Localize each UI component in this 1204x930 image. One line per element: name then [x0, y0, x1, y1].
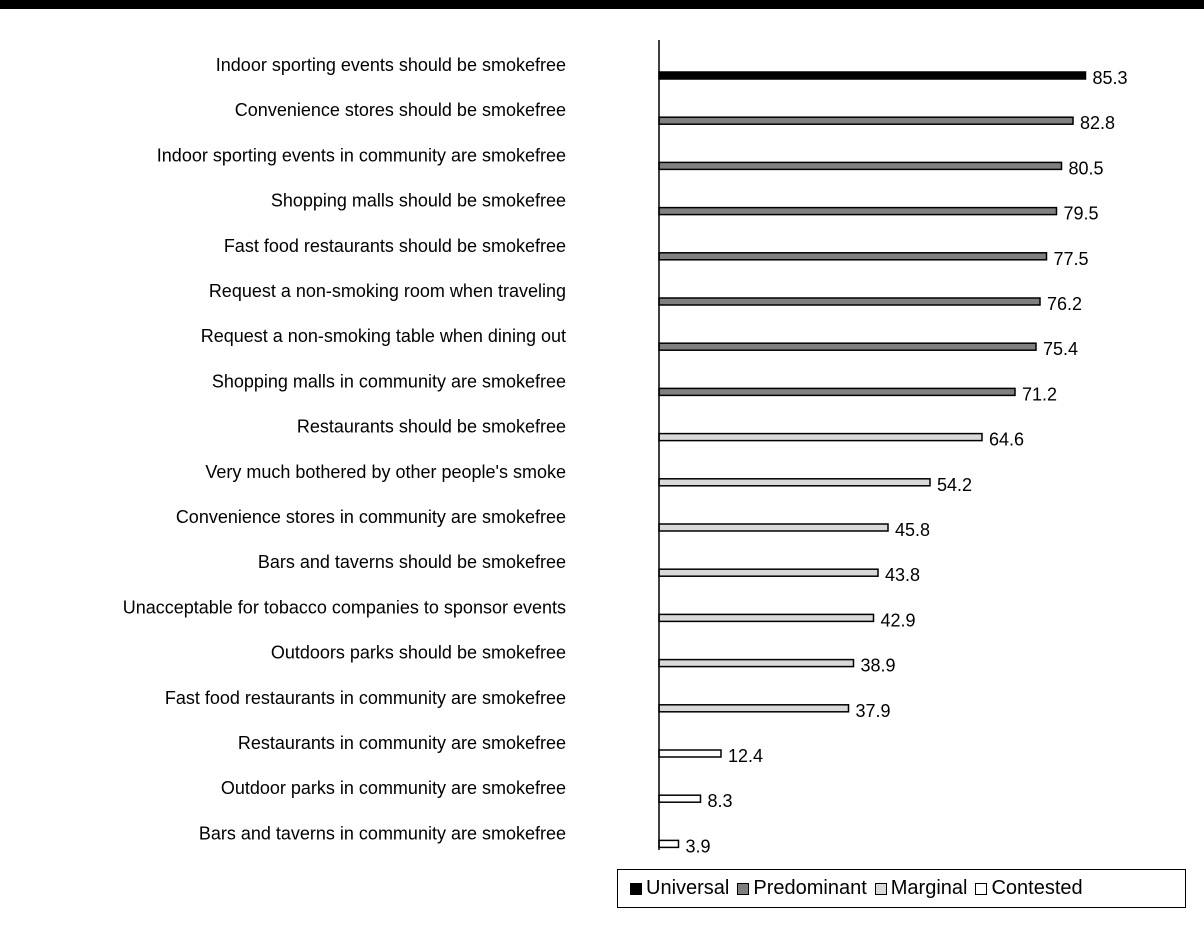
bar	[658, 794, 702, 803]
legend-label-contested: Contested	[991, 877, 1083, 899]
category-label: Shopping malls in community are smokefre…	[212, 371, 566, 391]
value-label: 42.9	[881, 610, 916, 630]
top-rule	[0, 0, 1204, 9]
bar	[658, 478, 931, 487]
category-label: Outdoors parks should be smokefree	[271, 643, 566, 663]
bars	[658, 71, 1087, 849]
value-label: 38.9	[861, 656, 896, 676]
category-labels: Indoor sporting events should be smokefr…	[123, 55, 566, 843]
value-label: 79.5	[1064, 204, 1099, 224]
legend-swatch-universal	[630, 882, 642, 895]
category-label: Shopping malls should be smokefree	[271, 191, 566, 211]
value-label: 45.8	[895, 520, 930, 540]
bar	[658, 658, 855, 668]
value-label: 82.8	[1080, 113, 1115, 133]
bar	[658, 342, 1037, 351]
bar	[658, 387, 1016, 397]
bar	[658, 116, 1074, 125]
bar	[658, 432, 983, 442]
value-label: 76.2	[1047, 294, 1082, 314]
value-label: 71.2	[1022, 384, 1057, 404]
category-label: Request a non-smoking room when travelin…	[209, 281, 566, 301]
value-label: 43.8	[885, 565, 920, 585]
category-label: Unacceptable for tobacco companies to sp…	[123, 597, 566, 617]
legend-label-marginal: Marginal	[890, 877, 968, 899]
value-label: 12.4	[728, 746, 763, 766]
legend-label-universal: Universal	[646, 877, 730, 899]
category-label: Convenience stores should be smokefree	[235, 100, 566, 120]
value-label: 85.3	[1093, 68, 1128, 88]
category-label: Outdoor parks in community are smokefree	[221, 778, 566, 798]
category-label: Very much bothered by other people's smo…	[205, 462, 566, 482]
value-label: 64.6	[989, 430, 1024, 450]
category-label: Bars and taverns should be smokefree	[258, 552, 566, 572]
legend-label-predominant: Predominant	[753, 877, 867, 899]
legend-item-marginal: Marginal	[874, 877, 968, 900]
category-label: Fast food restaurants in community are s…	[165, 688, 566, 708]
value-label: 3.9	[686, 836, 711, 856]
value-label: 80.5	[1069, 158, 1104, 178]
legend-item-contested: Contested	[975, 877, 1083, 900]
legend-item-universal: Universal	[630, 877, 729, 900]
bar	[658, 568, 879, 577]
value-label: 54.2	[937, 475, 972, 495]
bar	[658, 252, 1048, 261]
category-label: Indoor sporting events in community are …	[157, 145, 566, 165]
category-label: Restaurants should be smokefree	[297, 417, 566, 437]
value-labels: 85.3 82.8 80.5 79.5 77.5 76.2 75.4 71.2 64.6 54.2…	[686, 68, 1128, 856]
bar	[658, 839, 680, 849]
category-label: Convenience stores in community are smok…	[176, 507, 566, 527]
category-label: Indoor sporting events should be smokefr…	[216, 55, 566, 75]
category-label: Bars and taverns in community are smokef…	[199, 823, 566, 843]
legend-swatch-contested	[975, 882, 988, 895]
bar	[658, 297, 1041, 306]
value-label: 75.4	[1043, 339, 1078, 359]
bar	[658, 749, 722, 758]
category-label: Restaurants in community are smokefree	[238, 733, 566, 753]
bar	[658, 523, 889, 532]
bar	[658, 704, 850, 713]
bar	[658, 71, 1087, 80]
value-label: 8.3	[708, 791, 733, 811]
category-label: Fast food restaurants should be smokefre…	[224, 236, 566, 256]
legend-item-predominant: Predominant	[737, 877, 867, 900]
bar	[658, 613, 875, 623]
value-label: 37.9	[856, 701, 891, 721]
legend-swatch-predominant	[737, 882, 750, 895]
category-label: Request a non-smoking table when dining …	[201, 326, 566, 346]
bar	[658, 206, 1058, 216]
value-label: 77.5	[1054, 249, 1089, 269]
legend: Universal Predominant Marginal Contested	[617, 869, 1186, 908]
bar	[658, 161, 1063, 171]
legend-swatch-marginal	[874, 882, 887, 895]
